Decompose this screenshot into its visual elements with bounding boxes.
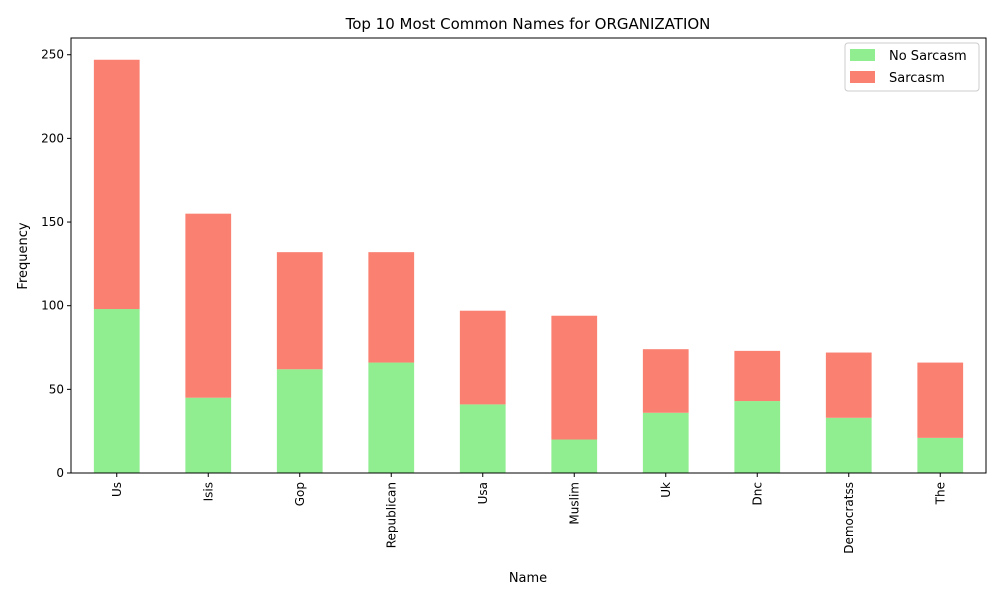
x-tick-label: The [933, 482, 947, 505]
bar-no-sarcasm-dnc [734, 401, 781, 473]
x-tick-label: Isis [201, 482, 215, 501]
bar-no-sarcasm-democratss [825, 417, 872, 473]
x-tick-label: Uk [659, 482, 673, 498]
y-axis: 0 50 100 150 200 250 [41, 48, 71, 480]
legend: No Sarcasm Sarcasm [844, 42, 980, 92]
legend-label-no-sarcasm: No Sarcasm [889, 49, 967, 64]
x-tick-label: Gop [293, 482, 307, 506]
bar-sarcasm-isis [185, 213, 232, 398]
y-tick-label: 150 [41, 215, 64, 229]
y-tick-label: 200 [41, 131, 64, 145]
x-tick-label: Republican [384, 482, 398, 548]
y-tick-label: 50 [49, 382, 64, 396]
bar-no-sarcasm-republican [368, 362, 415, 473]
y-ticks: 0 50 100 150 200 250 [41, 48, 71, 480]
chart-title: Top 10 Most Common Names for ORGANIZATIO… [345, 15, 711, 33]
x-tick-label: Muslim [567, 482, 581, 525]
bar-no-sarcasm-isis [185, 397, 232, 473]
y-tick-label: 0 [56, 466, 64, 480]
bar-no-sarcasm-the [917, 437, 964, 473]
bar-sarcasm-usa [459, 310, 506, 405]
x-tick-label: Dnc [750, 482, 764, 505]
bar-sarcasm-uk [642, 349, 689, 413]
legend-swatch-no-sarcasm [850, 49, 875, 61]
x-tick-label: Us [110, 482, 124, 497]
plot-frame [70, 37, 987, 474]
x-ticks: Us Isis Gop Republican Usa Muslim Uk Dnc Democra… [110, 473, 947, 554]
y-tick-label: 250 [41, 48, 64, 62]
bar-no-sarcasm-gop [276, 369, 323, 473]
bar-sarcasm-muslim [551, 315, 598, 440]
bar-no-sarcasm-muslim [551, 439, 598, 473]
legend-label-sarcasm: Sarcasm [889, 71, 945, 86]
bar-sarcasm-republican [368, 252, 415, 363]
bar-sarcasm-us [93, 59, 140, 310]
bar-no-sarcasm-uk [642, 412, 689, 473]
x-tick-label: Democratss [842, 482, 856, 554]
x-axis-title: Name [509, 571, 547, 586]
y-axis-title: Frequency [16, 222, 31, 289]
bar-sarcasm-democratss [825, 352, 872, 418]
y-tick-label: 100 [41, 299, 64, 313]
legend-swatch-sarcasm [850, 71, 875, 83]
bar-sarcasm-gop [276, 252, 323, 370]
x-tick-label: Usa [476, 482, 490, 504]
legend-box [844, 42, 980, 92]
bar-sarcasm-the [917, 362, 964, 438]
bar-no-sarcasm-us [93, 309, 140, 473]
bar-no-sarcasm-usa [459, 404, 506, 473]
bar-sarcasm-dnc [734, 350, 781, 402]
bars [93, 59, 964, 473]
